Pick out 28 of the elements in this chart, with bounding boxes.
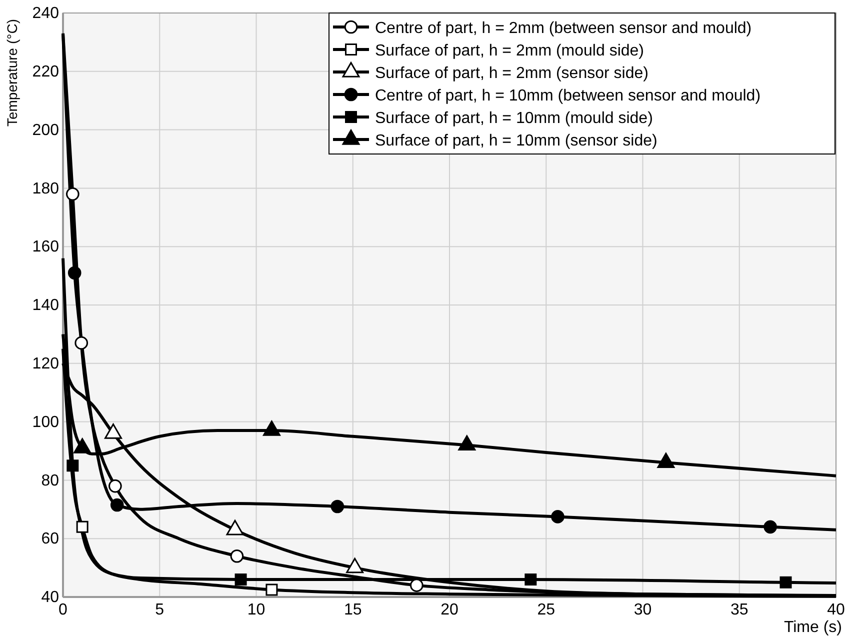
y-tick-label: 100 [32,414,60,431]
legend-label: Centre of part, h = 10mm (between sensor and mould) [375,88,761,104]
x-axis-title: Time (s) [784,619,842,636]
y-tick-label: 200 [32,122,60,139]
legend-label: Surface of part, h = 10mm (sensor side) [375,132,658,150]
legend-label: Surface of part, h = 2mm (sensor side) [375,65,648,82]
x-tick-label: 20 [440,601,458,618]
y-tick-label: 160 [32,238,60,256]
x-tick-label: 15 [344,601,362,618]
x-tick-label: 5 [155,601,164,618]
y-tick-label: 80 [41,472,60,490]
y-tick-label: 140 [32,297,60,314]
x-tick-label: 35 [730,601,748,618]
legend-label: Surface of part, h = 2mm (mould side) [375,42,644,60]
y-tick-label: 60 [41,530,60,548]
y-tick-label: 180 [32,180,60,198]
y-tick-label: 240 [32,5,60,22]
x-tick-label: 40 [827,601,845,618]
y-tick-label: 120 [32,356,60,373]
y-axis-title: Temperature (°C) [4,19,20,127]
x-tick-label: 0 [58,601,68,618]
x-tick-label: 30 [634,601,652,618]
y-tick-label: 40 [41,589,60,606]
y-tick-label: 220 [32,64,60,81]
x-tick-label: 10 [247,601,266,618]
legend-label: Surface of part, h = 10mm (mould side) [375,110,653,127]
x-tick-label: 25 [537,601,556,618]
legend-label: Centre of part, h = 2mm (between sensor and mould) [375,20,752,37]
